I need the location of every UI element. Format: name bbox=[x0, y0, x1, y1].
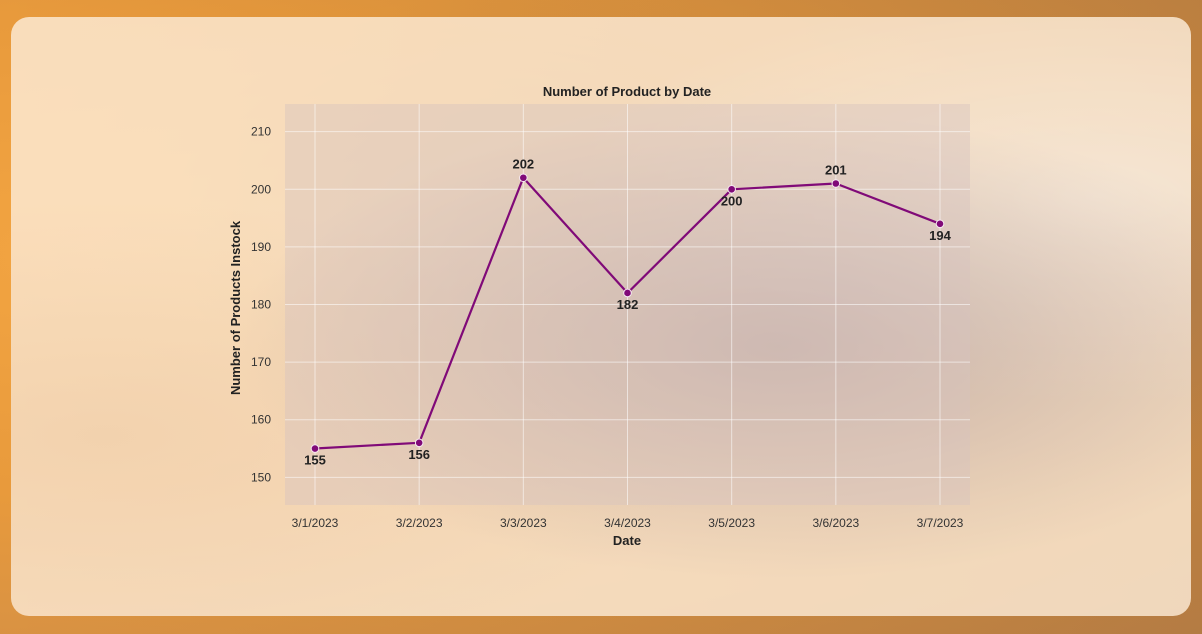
x-tick-label: 3/5/2023 bbox=[708, 516, 755, 530]
data-label: 201 bbox=[825, 163, 847, 178]
x-tick-label: 3/6/2023 bbox=[812, 516, 859, 530]
y-tick-label: 190 bbox=[251, 240, 271, 254]
y-tick-label: 210 bbox=[251, 125, 271, 139]
data-label: 194 bbox=[929, 228, 951, 243]
chart-card bbox=[11, 17, 1191, 616]
y-tick-label: 170 bbox=[251, 355, 271, 369]
data-point bbox=[727, 184, 736, 194]
data-label: 182 bbox=[617, 297, 639, 312]
data-label: 155 bbox=[304, 453, 326, 468]
data-point bbox=[935, 219, 945, 229]
data-point bbox=[519, 173, 528, 183]
y-tick-label: 200 bbox=[251, 182, 271, 196]
y-axis-label: Number of Products Instock bbox=[228, 220, 243, 395]
data-point bbox=[831, 179, 841, 188]
chart-title: Number of Product by Date bbox=[543, 84, 711, 99]
x-tick-label: 3/1/2023 bbox=[292, 516, 339, 530]
grid-lines bbox=[285, 104, 970, 505]
x-axis-label: Date bbox=[613, 533, 641, 548]
x-tick-labels: 3/1/2023 3/2/2023 3/3/2023 3/4/2023 3/5/2023… bbox=[292, 516, 964, 530]
y-tick-label: 160 bbox=[251, 413, 271, 427]
data-labels: 155 156 202 182 200 201 194 bbox=[304, 157, 951, 468]
data-points bbox=[310, 173, 945, 453]
y-tick-label: 150 bbox=[251, 470, 271, 484]
data-label: 200 bbox=[721, 193, 743, 208]
x-tick-label: 3/2/2023 bbox=[396, 516, 443, 530]
x-tick-label: 3/3/2023 bbox=[500, 516, 547, 530]
data-point bbox=[414, 438, 424, 448]
x-tick-label: 3/4/2023 bbox=[604, 516, 651, 530]
y-tick-labels: 150 160 170 180 190 200 210 bbox=[251, 125, 271, 485]
data-label: 156 bbox=[408, 447, 430, 462]
data-label: 202 bbox=[512, 157, 534, 172]
x-tick-label: 3/7/2023 bbox=[917, 516, 964, 530]
data-point bbox=[310, 444, 320, 453]
data-point bbox=[623, 288, 632, 298]
y-tick-label: 180 bbox=[251, 298, 271, 312]
